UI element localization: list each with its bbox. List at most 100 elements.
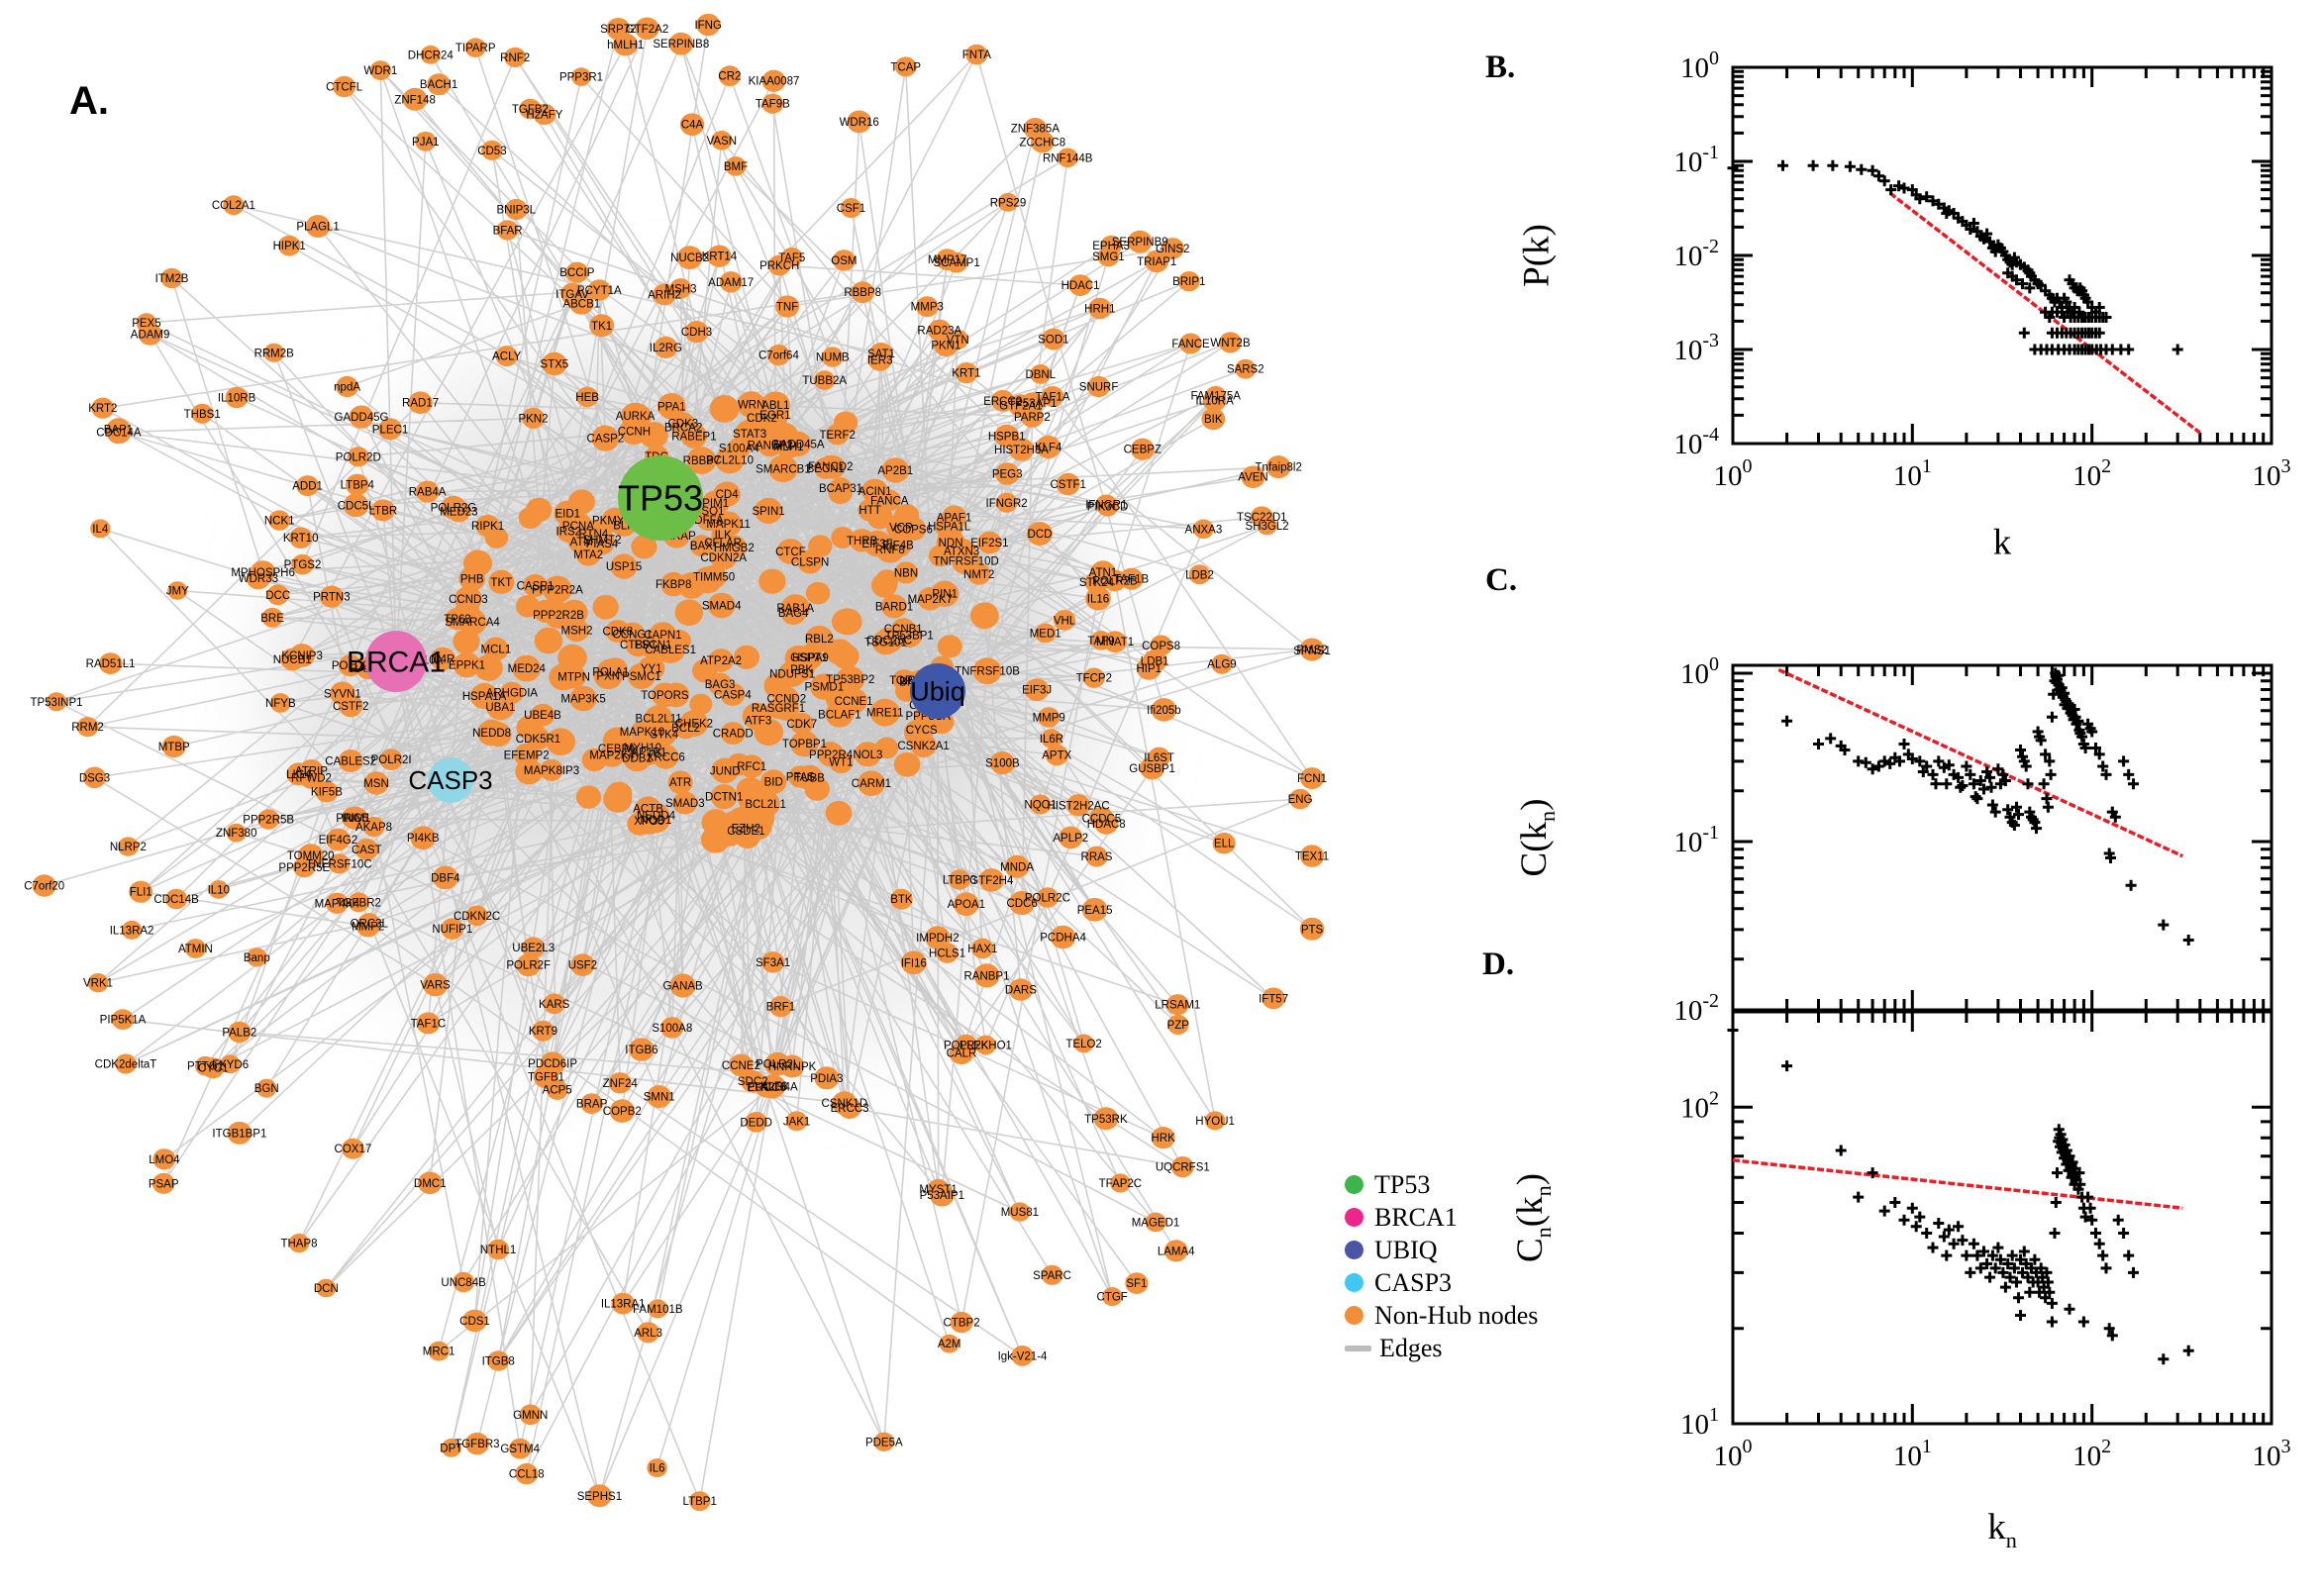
network-node [1073, 1034, 1094, 1053]
network-node-label: BRE [260, 613, 284, 625]
network-node-label: GMNN [513, 1410, 548, 1422]
network-node [955, 1034, 978, 1055]
network-node [829, 477, 853, 500]
network-node-label: MSN [363, 778, 389, 790]
network-node [427, 73, 451, 96]
network-node [890, 888, 913, 910]
network-node [725, 156, 747, 176]
network-node [1299, 845, 1325, 867]
network-node-label: SMARCB1 [756, 463, 811, 475]
network-node-label: SARS2 [1227, 364, 1264, 376]
network-node [1299, 917, 1325, 941]
network-node-label: MSH2 [561, 626, 593, 638]
network-node [603, 657, 628, 680]
network-node-label: RNF144B [1043, 152, 1093, 164]
network-node [226, 823, 247, 843]
network-node-label: TOMM20 [287, 850, 335, 862]
network-node-label: C7orf20 [24, 881, 64, 893]
network-node [776, 539, 805, 564]
network-node [606, 18, 631, 41]
network-node-label: DCN [314, 1283, 339, 1295]
network-node-label: GINS2 [1156, 244, 1190, 255]
network-node-label: DFFA [694, 515, 724, 527]
network-node [542, 351, 567, 376]
network-node-label: SYVN1 [324, 688, 361, 700]
fit-line [1777, 667, 2184, 858]
network-node-label: CDK3 [667, 419, 698, 431]
network-node-label: ATXN3 [944, 547, 979, 558]
network-node [540, 758, 563, 781]
network-node-label: GSPT1 [790, 652, 828, 664]
network-node-label: SDC2 [738, 1076, 768, 1088]
network-node-label: IL4 [92, 524, 109, 536]
network-node-label: TP53INP1 [30, 697, 82, 709]
network-node-label: KIAA0087 [749, 76, 800, 88]
network-node [90, 519, 111, 539]
network-node [191, 403, 213, 424]
network-node-label: AKAP8 [355, 822, 392, 834]
network-node [608, 1072, 632, 1094]
network-node [289, 527, 313, 549]
network-node-label: CTCF [775, 547, 806, 558]
network-node-label: HDAC1 [1061, 280, 1100, 292]
scatter-points [1727, 1025, 2194, 1365]
network-node [755, 497, 783, 524]
network-node [677, 572, 706, 599]
network-node [589, 314, 615, 338]
panel-c-ylabel: C(kn) [1513, 799, 1561, 877]
network-node-label: CCNE2 [722, 1060, 760, 1072]
network-node [357, 913, 381, 935]
network-node [1081, 897, 1108, 922]
network-node-label: ABCB1 [562, 298, 600, 310]
x-tick-label: 103 [2253, 455, 2291, 492]
network-node-label: ADAM9 [131, 330, 170, 342]
network-node [1179, 333, 1202, 354]
network-node-label: COL2A1 [212, 200, 255, 212]
network-node [631, 535, 657, 559]
network-node [1202, 389, 1227, 412]
network-node-label: CD53 [477, 146, 506, 157]
network-node [316, 1278, 337, 1298]
network-node-label: MLH1 [773, 442, 804, 453]
network-node [152, 1172, 175, 1194]
network-node [515, 1462, 539, 1485]
network-node [720, 810, 749, 837]
network-node [338, 749, 363, 772]
network-node-label: POLR2D [336, 451, 381, 463]
network-node-label: TEX11 [1295, 851, 1329, 863]
network-node-label: PLAGL1 [296, 222, 339, 234]
network-node-label: SCAMP1 [933, 257, 979, 269]
network-node-label: PTTG1 [187, 1061, 224, 1073]
network-node-label: MED1 [1030, 629, 1061, 641]
network-node-label: EIF4G2 [319, 835, 358, 847]
network-node-label: CCDC5 [1082, 813, 1122, 825]
network-node [734, 645, 759, 669]
network-node [454, 600, 480, 625]
network-node [941, 505, 967, 530]
network-node-label: MYH10 [624, 743, 661, 754]
network-node [1136, 656, 1162, 680]
network-node-label: USP15 [606, 561, 642, 573]
network-node [1151, 698, 1177, 722]
network-node [278, 235, 301, 256]
network-node-label: MTA2 [573, 549, 603, 561]
network-node-label: ATF3 [745, 716, 771, 728]
network-node [667, 770, 693, 794]
network-node [342, 807, 365, 829]
network-node-label: DMC1 [414, 1178, 447, 1190]
network-node-label: CDK5R1 [516, 734, 560, 746]
network-node [927, 1178, 950, 1200]
network-node-label: STX5 [540, 359, 568, 371]
network-node [453, 629, 480, 654]
network-node [610, 553, 638, 579]
network-node-label: NUMB [816, 352, 850, 364]
network-node [557, 644, 587, 672]
network-node [1150, 635, 1172, 656]
hub-node-brca1 [365, 631, 427, 692]
network-node-label: RIPK1 [471, 521, 504, 533]
network-panel: TCAP SMG1 H2AFY ZCCHC8 CDS1 hMLH1 BAP1 CTCFL WNT… [24, 13, 1331, 1512]
panel-b-ylabel: P(k) [1516, 224, 1559, 287]
network-node-label: SMARCA4 [445, 617, 500, 629]
network-node-label: NUCB2 [670, 252, 709, 264]
